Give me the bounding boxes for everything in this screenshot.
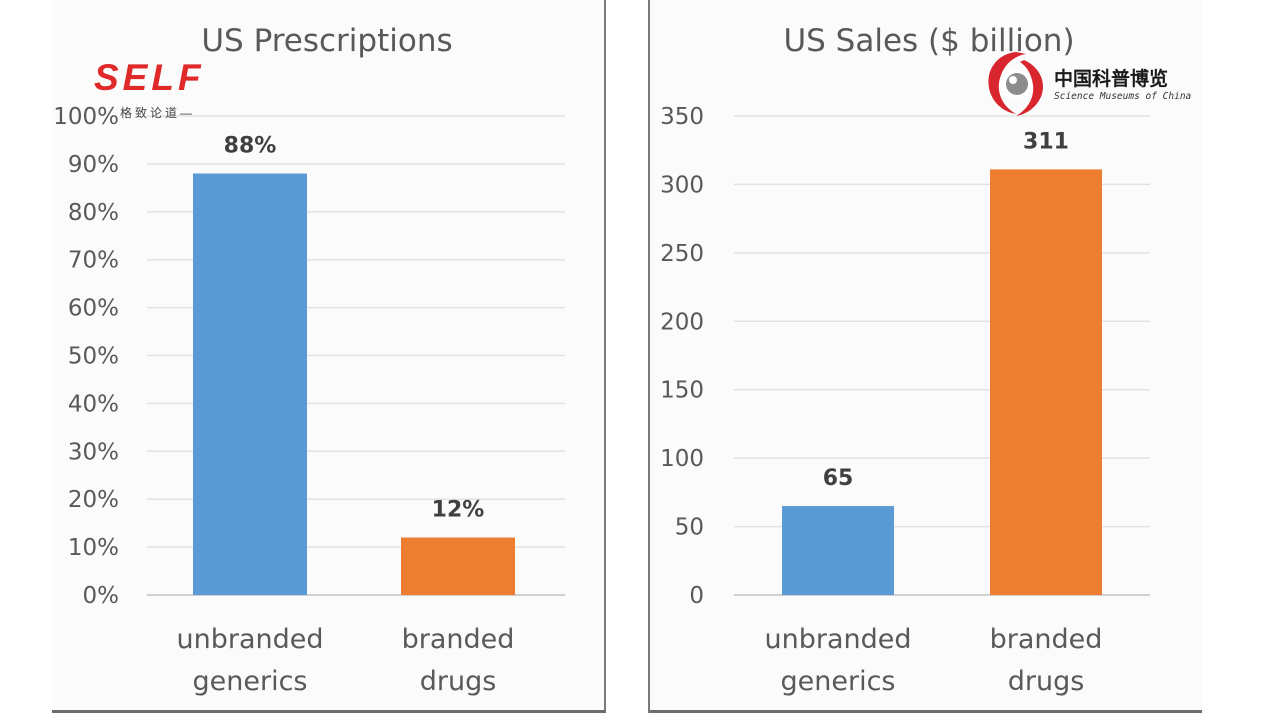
prescriptions-y-tick-label: 50%	[68, 344, 119, 370]
right-panel-bottom-border	[650, 710, 1202, 713]
right-panel-border	[648, 0, 650, 713]
sales-bar-branded	[990, 169, 1102, 596]
prescriptions-y-tick-label: 10%	[68, 535, 119, 561]
museum-logo-chinese-name: 中国科普博览	[1054, 68, 1169, 90]
sales-y-tick-label: 350	[660, 104, 704, 130]
prescriptions-y-tick-label: 80%	[68, 200, 119, 226]
prescriptions-y-tick-label: 60%	[68, 296, 119, 322]
prescriptions-y-tick-label: 100%	[53, 104, 119, 130]
prescriptions-data-label: 12%	[432, 498, 485, 523]
sales-data-label: 311	[1023, 129, 1069, 154]
self-logo-wordmark: SELF	[94, 57, 205, 98]
sales-y-tick-label: 250	[660, 241, 704, 267]
prescriptions-y-tick-label: 30%	[68, 439, 119, 465]
prescriptions-data-label: 88%	[224, 133, 277, 158]
prescriptions-category-label: branded	[402, 624, 515, 655]
sales-y-tick-label: 0	[689, 583, 704, 609]
prescriptions-bar-branded	[401, 537, 515, 595]
left-panel-bottom-border	[52, 710, 606, 713]
prescriptions-category-label: drugs	[420, 666, 497, 697]
sales-chart-title: US Sales ($ billion)	[783, 23, 1074, 59]
prescriptions-y-tick-label: 20%	[68, 487, 119, 513]
prescriptions-bar-generics	[193, 173, 307, 596]
prescriptions-y-tick-label: 40%	[68, 391, 119, 417]
science-museums-logo: 中国科普博览 Science Museums of China	[980, 46, 1210, 121]
prescriptions-category-label: unbranded	[176, 624, 323, 655]
sales-y-tick-label: 300	[660, 172, 704, 198]
sales-category-label: drugs	[1008, 666, 1085, 697]
left-panel-border	[604, 0, 606, 713]
sales-y-tick-label: 50	[675, 515, 704, 541]
self-logo-tagline: 格致论道—	[120, 106, 196, 120]
sales-category-label: unbranded	[764, 624, 911, 655]
sales-y-tick-label: 150	[660, 378, 704, 404]
prescriptions-category-label: generics	[193, 666, 308, 697]
sales-category-label: generics	[781, 666, 896, 697]
prescriptions-chart-title: US Prescriptions	[201, 23, 452, 59]
prescriptions-y-tick-label: 90%	[68, 152, 119, 178]
sales-y-tick-label: 200	[660, 309, 704, 335]
prescriptions-y-tick-label: 70%	[68, 248, 119, 274]
sales-data-label: 65	[823, 466, 854, 491]
prescriptions-y-tick-label: 0%	[83, 583, 120, 609]
museum-eye-icon	[988, 52, 1044, 116]
sales-y-tick-label: 100	[660, 446, 704, 472]
sales-bar-generics	[782, 506, 894, 595]
sales-category-label: branded	[990, 624, 1103, 655]
self-logo: SELF 格致论道—	[94, 57, 205, 121]
museum-logo-english-name: Science Museums of China	[1054, 91, 1192, 102]
